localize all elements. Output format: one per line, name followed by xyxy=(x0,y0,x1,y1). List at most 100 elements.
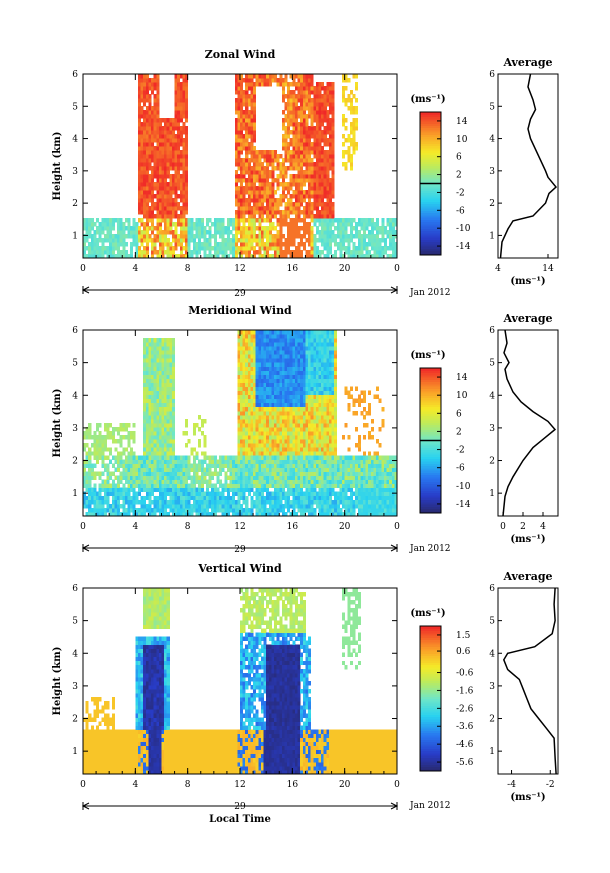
heatmap-cell xyxy=(237,202,241,207)
heatmap-cell xyxy=(287,238,291,243)
heatmap-cell xyxy=(174,198,178,203)
heatmap-cell xyxy=(101,447,105,452)
heatmap-cell xyxy=(271,162,275,167)
heatmap-cell xyxy=(145,362,149,367)
heatmap-cell xyxy=(321,174,325,179)
heatmap-cell xyxy=(284,418,288,424)
heatmap-cell xyxy=(255,499,259,505)
heatmap-cell xyxy=(83,242,87,247)
heatmap-cell xyxy=(247,463,251,468)
heatmap-cell xyxy=(101,222,105,227)
heatmap-cell xyxy=(208,463,212,468)
heatmap-cell xyxy=(224,487,228,493)
heatmap-cell xyxy=(247,455,251,460)
heatmap-cell xyxy=(310,186,314,191)
heatmap-cell xyxy=(169,154,173,159)
heatmap-cell xyxy=(158,503,162,509)
heatmap-cell xyxy=(263,178,267,183)
heatmap-cell xyxy=(344,150,348,155)
average-title: Average xyxy=(502,56,552,69)
heatmap-cell xyxy=(344,118,348,123)
heatmap-cell xyxy=(169,427,173,432)
heatmap-cell xyxy=(164,230,168,235)
heatmap-cell xyxy=(237,198,241,203)
heatmap-cell xyxy=(378,230,382,235)
heatmap-cell xyxy=(360,246,364,251)
heatmap-cell xyxy=(171,154,175,159)
heatmap-cell xyxy=(216,242,220,247)
heatmap-cell xyxy=(145,410,149,416)
heatmap-cell xyxy=(213,463,217,468)
heatmap-cell xyxy=(185,230,189,235)
heatmap-cell xyxy=(339,246,343,251)
heatmap-cell xyxy=(300,138,304,143)
heatmap-cell xyxy=(177,122,181,127)
heatmap-cell xyxy=(145,230,149,235)
heatmap-cell xyxy=(148,431,152,436)
heatmap-cell xyxy=(263,342,267,347)
heatmap-cell xyxy=(135,511,139,517)
heatmap-cell xyxy=(119,218,123,223)
heatmap-cell xyxy=(253,94,257,99)
heatmap-cell xyxy=(266,194,270,199)
heatmap-cell xyxy=(287,198,291,203)
heatmap-cell xyxy=(153,94,157,99)
heatmap-cell xyxy=(140,254,144,259)
heatmap-cell xyxy=(179,198,183,203)
heatmap-cell xyxy=(347,78,351,83)
heatmap-cell xyxy=(171,354,175,359)
heatmap-cell xyxy=(166,511,170,517)
heatmap-cell xyxy=(323,98,327,103)
heatmap-cell xyxy=(240,166,244,171)
heatmap-cell xyxy=(274,190,278,195)
heatmap-cell xyxy=(145,170,149,175)
heatmap-cell xyxy=(263,230,267,235)
heatmap-cell xyxy=(242,334,246,339)
heatmap-cell xyxy=(284,390,288,396)
heatmap-cell xyxy=(161,358,165,363)
heatmap-cell xyxy=(352,138,356,143)
heatmap-cell xyxy=(240,150,244,155)
heatmap-cell xyxy=(302,130,306,135)
heatmap-cell xyxy=(174,234,178,239)
heatmap-cell xyxy=(145,366,149,371)
heatmap-cell xyxy=(318,90,322,95)
heatmap-cell xyxy=(200,511,204,517)
heatmap-cell xyxy=(169,499,173,505)
heatmap-cell xyxy=(148,206,152,211)
heatmap-cell xyxy=(177,194,181,199)
heatmap-cell xyxy=(224,455,228,460)
heatmap-cell xyxy=(127,487,131,493)
heatmap-cell xyxy=(151,423,155,428)
heatmap-cell xyxy=(313,218,317,223)
heatmap-cell xyxy=(250,410,254,416)
heatmap-cell xyxy=(229,463,233,468)
heatmap-cell xyxy=(260,338,264,343)
heatmap-cell xyxy=(253,362,257,367)
heatmap-cell xyxy=(111,431,115,436)
heatmap-cell xyxy=(151,158,155,163)
heatmap-cell xyxy=(253,447,257,452)
heatmap-cell xyxy=(185,431,189,436)
heatmap-cell xyxy=(237,250,241,255)
heatmap-cell xyxy=(93,443,97,448)
heatmap-cell xyxy=(101,503,105,509)
heatmap-cell xyxy=(268,386,272,392)
heatmap-cell xyxy=(326,222,330,227)
heatmap-cell xyxy=(368,250,372,255)
heatmap-cell xyxy=(213,254,217,259)
heatmap-cell xyxy=(240,346,244,351)
heatmap-cell xyxy=(234,90,238,95)
heatmap-cell xyxy=(260,451,264,456)
heatmap-cell xyxy=(381,226,385,231)
heatmap-cell xyxy=(156,158,160,163)
heatmap-cell xyxy=(240,414,244,420)
heatmap-cell xyxy=(268,222,272,227)
heatmap-cell xyxy=(297,110,301,115)
heatmap-cell xyxy=(281,242,285,247)
heatmap-cell xyxy=(308,210,312,215)
heatmap-cell xyxy=(174,230,178,235)
heatmap-cell xyxy=(245,406,249,412)
heatmap-cell xyxy=(368,238,372,243)
